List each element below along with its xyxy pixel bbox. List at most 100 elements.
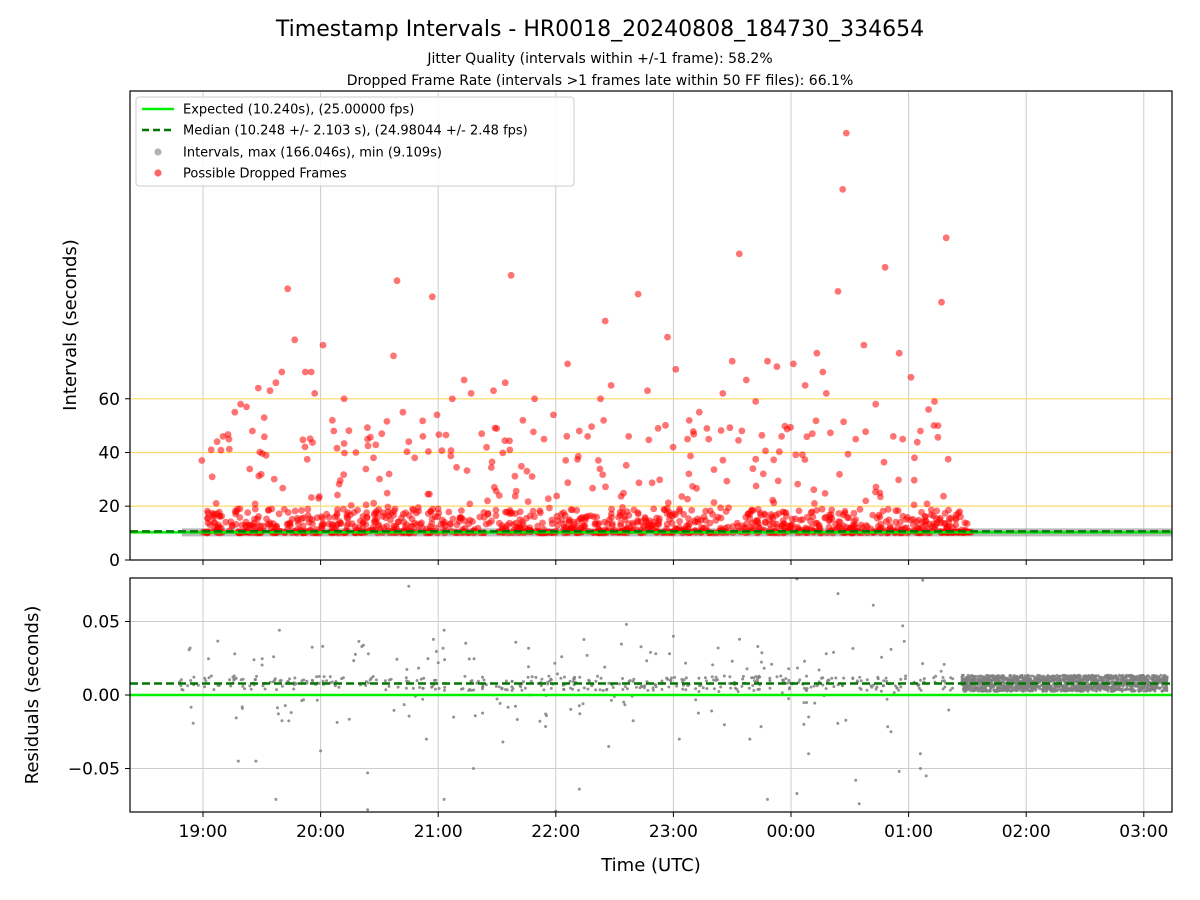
residual-point [978, 686, 982, 690]
residual-point [1056, 688, 1060, 692]
dropped-frame-point [719, 456, 727, 464]
intervals-panel: 0 20 40 60 Intervals (seconds) Expected (10… [60, 90, 1173, 571]
residual-point [813, 701, 817, 705]
residual-point [1111, 682, 1115, 686]
dropped-frame-point [807, 517, 814, 525]
dropped-frame-point [375, 506, 383, 513]
dropped-frame-point [872, 483, 880, 491]
residual-point [745, 667, 749, 671]
residual-point [396, 685, 400, 689]
residual-point [975, 677, 979, 681]
residual-point [511, 687, 515, 691]
residual-point [1037, 680, 1041, 684]
dropped-frame-point [294, 516, 302, 524]
residual-point [712, 687, 716, 691]
dropped-frame-point [662, 421, 669, 429]
residual-outlier [366, 808, 370, 812]
residual-point [1161, 684, 1164, 688]
residual-point [431, 637, 435, 641]
residual-point [982, 689, 986, 693]
residual-point [1010, 686, 1014, 690]
residual-point [443, 685, 447, 689]
dropped-frame-point [724, 523, 732, 531]
residual-point [668, 652, 672, 656]
residual-point [1044, 689, 1048, 693]
residual-point [973, 684, 977, 688]
residual-point [681, 687, 685, 691]
residual-point [1061, 673, 1065, 677]
dropped-frame-point [512, 487, 520, 495]
residual-point [481, 711, 485, 715]
dropped-frame-point [445, 508, 453, 516]
residual-point [1150, 674, 1154, 678]
dropped-frame-point [669, 443, 677, 451]
residual-point [1075, 678, 1079, 682]
dropped-frame-point [325, 514, 333, 521]
residual-point [1057, 676, 1061, 680]
residual-point [621, 688, 625, 691]
residual-point [1067, 676, 1071, 680]
residual-point [1012, 674, 1016, 677]
residual-point [366, 652, 370, 656]
residual-outlier [889, 647, 893, 651]
dropped-frame-point [254, 515, 261, 523]
residual-point [1001, 680, 1005, 684]
dropped-frame-point [333, 510, 341, 517]
residual-point [1014, 681, 1018, 685]
dropped-frame-point [925, 406, 932, 413]
residual-point [625, 687, 629, 691]
dropped-frame-point [717, 514, 725, 522]
dropped-frame-point [875, 511, 883, 519]
dropped-frame-point [504, 521, 511, 529]
residual-point [594, 688, 598, 692]
dropped-frame-point [546, 504, 553, 512]
residual-point [621, 677, 624, 680]
residual-point [1036, 685, 1040, 689]
dropped-frame-point [693, 484, 700, 492]
dropped-frame-point [834, 288, 842, 295]
dropped-frame-point [334, 491, 341, 499]
residual-point [880, 655, 884, 659]
dropped-frame-point [942, 234, 950, 242]
dropped-frame-point [860, 341, 868, 349]
residual-point [919, 678, 923, 682]
residual-point [990, 683, 993, 687]
residual-point [1163, 674, 1167, 678]
residual-point [851, 647, 855, 650]
dropped-frame-point [931, 398, 938, 405]
residual-point [991, 685, 995, 689]
residual-point [1019, 679, 1023, 683]
dropped-frame-point [309, 520, 316, 528]
residual-point [1139, 677, 1143, 681]
residual-point [433, 687, 437, 691]
residual-point [899, 677, 903, 681]
dropped-frame-point [461, 524, 469, 532]
dropped-frame-point [432, 524, 440, 532]
residual-point [1088, 685, 1092, 689]
residual-point [780, 691, 784, 695]
dropped-frame-point [403, 448, 411, 456]
residual-point [529, 679, 533, 683]
dropped-frame-point [383, 522, 391, 530]
dropped-frame-point [815, 521, 823, 529]
residual-point [697, 690, 701, 693]
dropped-frame-point [933, 515, 940, 522]
residual-point [204, 679, 208, 683]
residual-point [1001, 674, 1005, 678]
dropped-frame-point [574, 452, 582, 460]
residual-point [627, 680, 631, 683]
dropped-frame-point [812, 417, 820, 425]
residual-point [1164, 676, 1168, 680]
residual-point [1104, 688, 1107, 691]
residual-point [645, 659, 649, 663]
residual-point [974, 675, 977, 679]
dropped-frame-point [752, 482, 760, 490]
residual-point [660, 679, 664, 683]
residual-point [651, 686, 655, 690]
residual-point [569, 686, 572, 690]
dropped-frame-point [370, 499, 378, 507]
residual-point [817, 668, 821, 672]
dropped-frame-point [749, 465, 757, 473]
residual-point [667, 685, 671, 689]
dropped-frame-point [531, 395, 538, 403]
